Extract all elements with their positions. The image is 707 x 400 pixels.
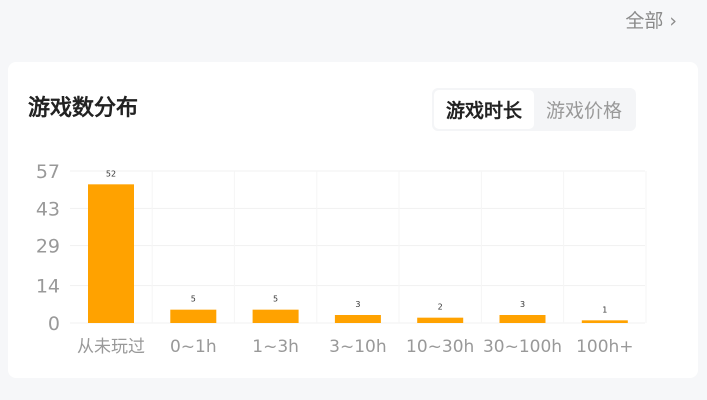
data-label: 1: [602, 305, 607, 314]
x-tick-label: 0~1h: [170, 337, 217, 357]
tab-group: 游戏时长 游戏价格: [432, 88, 637, 131]
x-tick-label: 从未玩过: [77, 337, 145, 357]
bar: [252, 309, 299, 323]
data-label: 2: [438, 303, 443, 312]
y-tick-label: 43: [36, 198, 60, 220]
bar: [170, 309, 217, 323]
data-label: 52: [106, 169, 116, 178]
bar: [499, 315, 546, 323]
tab-price[interactable]: 游戏价格: [546, 100, 623, 122]
data-label: 3: [520, 300, 525, 309]
bar: [417, 317, 464, 323]
card-title: 游戏数分布: [28, 96, 139, 121]
x-tick-label: 10~30h: [406, 337, 474, 357]
bar: [88, 184, 134, 323]
y-tick-label: 0: [48, 313, 60, 335]
bar: [334, 315, 381, 323]
view-all-link[interactable]: 全部 ›: [625, 10, 677, 32]
y-tick-label: 14: [36, 276, 60, 298]
x-tick-label: 1~3h: [252, 337, 299, 357]
x-tick-label: 30~100h: [483, 337, 562, 357]
tab-play-time[interactable]: 游戏时长: [434, 90, 535, 129]
x-tick-label: 100h+: [576, 337, 633, 357]
data-label: 3: [355, 300, 360, 309]
data-label: 5: [273, 295, 278, 304]
y-tick-label: 57: [36, 161, 60, 183]
y-tick-label: 29: [36, 236, 60, 258]
data-label: 5: [191, 295, 196, 304]
bar: [581, 320, 628, 323]
x-tick-label: 3~10h: [329, 337, 386, 357]
